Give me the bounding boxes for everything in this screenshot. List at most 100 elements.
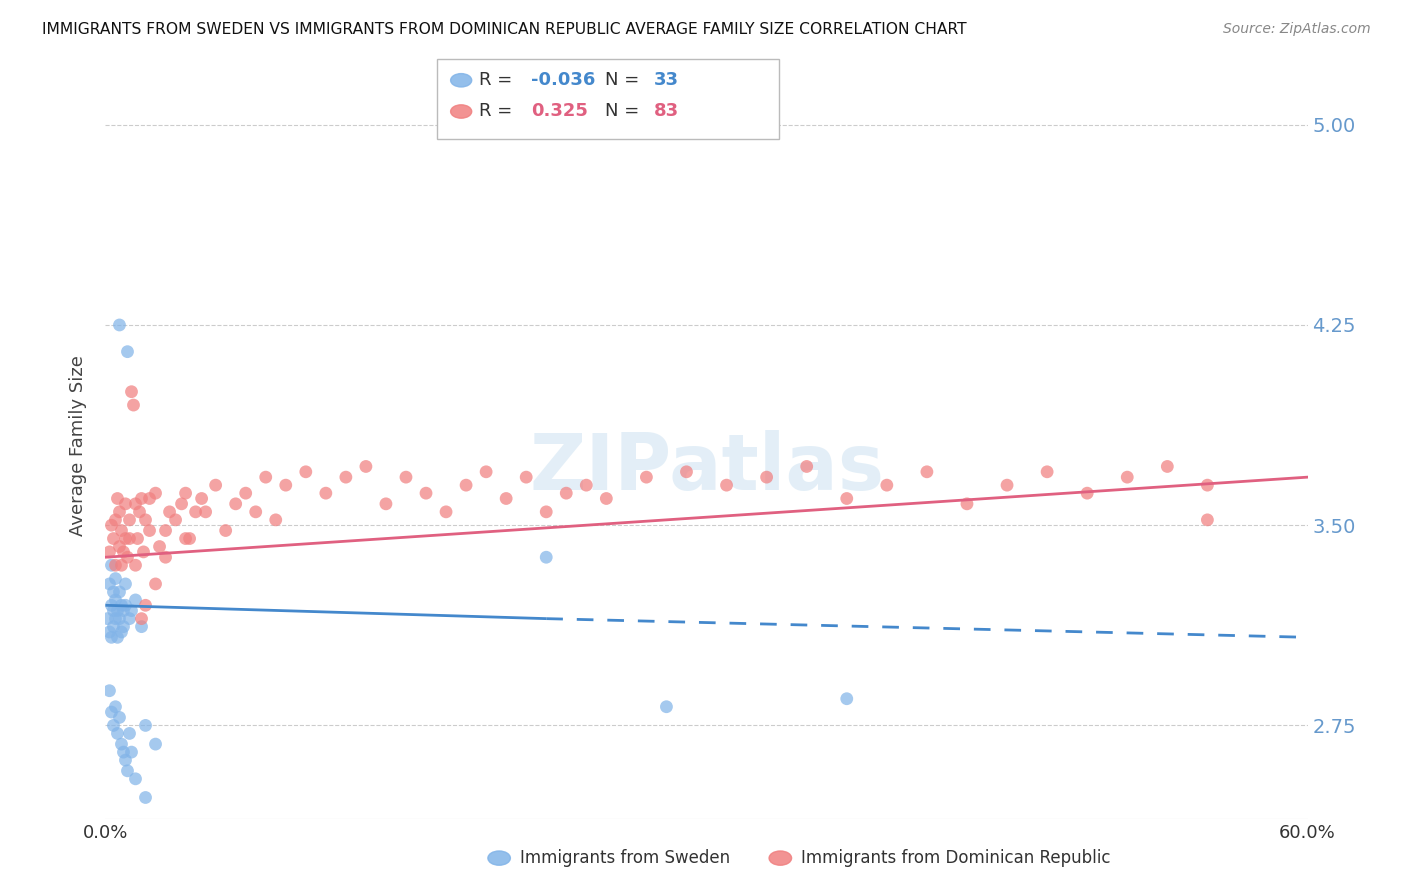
- Point: [915, 465, 938, 479]
- Point: [165, 513, 187, 527]
- Point: [575, 478, 598, 492]
- Point: [104, 558, 127, 573]
- Point: [335, 470, 357, 484]
- Point: [114, 532, 136, 546]
- Point: [121, 384, 143, 399]
- Point: [118, 612, 141, 626]
- Point: [174, 532, 197, 546]
- Point: [138, 524, 160, 538]
- Point: [96, 612, 118, 626]
- Point: [118, 726, 141, 740]
- Point: [112, 620, 135, 634]
- Point: [110, 524, 132, 538]
- Point: [835, 491, 858, 506]
- Point: [98, 683, 121, 698]
- Text: 33: 33: [654, 71, 679, 89]
- Point: [796, 459, 818, 474]
- Text: N =: N =: [605, 103, 638, 120]
- Point: [214, 524, 236, 538]
- Point: [104, 612, 127, 626]
- Point: [107, 726, 129, 740]
- Point: [1076, 486, 1098, 500]
- Point: [148, 540, 170, 554]
- Point: [122, 398, 145, 412]
- Point: [98, 545, 121, 559]
- Point: [434, 505, 457, 519]
- Point: [108, 612, 131, 626]
- Point: [354, 459, 377, 474]
- Point: [110, 599, 132, 613]
- Point: [135, 790, 157, 805]
- Point: [124, 497, 146, 511]
- Point: [103, 620, 125, 634]
- Point: [135, 513, 157, 527]
- Point: [135, 718, 157, 732]
- Point: [274, 478, 297, 492]
- Point: [138, 491, 160, 506]
- Point: [104, 699, 127, 714]
- Point: [145, 486, 167, 500]
- Point: [100, 518, 122, 533]
- Point: [145, 577, 167, 591]
- Point: [235, 486, 257, 500]
- Point: [118, 513, 141, 527]
- Point: [117, 550, 139, 565]
- Point: [124, 558, 146, 573]
- Point: [190, 491, 212, 506]
- Point: [170, 497, 193, 511]
- Point: [108, 710, 131, 724]
- Point: [1197, 513, 1219, 527]
- Point: [204, 478, 226, 492]
- Point: [835, 691, 858, 706]
- Point: [114, 497, 136, 511]
- Point: [112, 604, 135, 618]
- Text: IMMIGRANTS FROM SWEDEN VS IMMIGRANTS FROM DOMINICAN REPUBLIC AVERAGE FAMILY SIZE: IMMIGRANTS FROM SWEDEN VS IMMIGRANTS FRO…: [42, 22, 967, 37]
- Text: R =: R =: [479, 103, 513, 120]
- Point: [103, 585, 125, 599]
- Text: N =: N =: [605, 71, 638, 89]
- Point: [127, 532, 149, 546]
- Point: [108, 585, 131, 599]
- Point: [117, 764, 139, 778]
- Point: [264, 513, 287, 527]
- Point: [121, 745, 143, 759]
- Point: [121, 604, 143, 618]
- Point: [174, 486, 197, 500]
- Point: [876, 478, 898, 492]
- Point: [100, 558, 122, 573]
- Point: [100, 599, 122, 613]
- Point: [114, 577, 136, 591]
- Point: [100, 705, 122, 719]
- Point: [536, 550, 558, 565]
- Point: [104, 513, 127, 527]
- Point: [100, 630, 122, 644]
- Point: [716, 478, 738, 492]
- Point: [131, 612, 153, 626]
- Text: 0.325: 0.325: [531, 103, 588, 120]
- Point: [295, 465, 318, 479]
- Point: [155, 550, 177, 565]
- Point: [103, 604, 125, 618]
- Text: R =: R =: [479, 71, 513, 89]
- Point: [1036, 465, 1059, 479]
- Point: [128, 505, 150, 519]
- Point: [515, 470, 537, 484]
- Point: [114, 753, 136, 767]
- Point: [107, 604, 129, 618]
- Point: [124, 772, 146, 786]
- Point: [98, 624, 121, 639]
- Point: [108, 540, 131, 554]
- Point: [475, 465, 498, 479]
- Text: Immigrants from Sweden: Immigrants from Sweden: [520, 849, 730, 867]
- Point: [225, 497, 247, 511]
- Point: [103, 718, 125, 732]
- Point: [179, 532, 201, 546]
- Point: [110, 558, 132, 573]
- Point: [145, 737, 167, 751]
- Text: Source: ZipAtlas.com: Source: ZipAtlas.com: [1223, 22, 1371, 37]
- Text: ZIPatlas: ZIPatlas: [529, 430, 884, 506]
- Point: [1156, 459, 1178, 474]
- Point: [995, 478, 1018, 492]
- Point: [956, 497, 979, 511]
- Point: [104, 593, 127, 607]
